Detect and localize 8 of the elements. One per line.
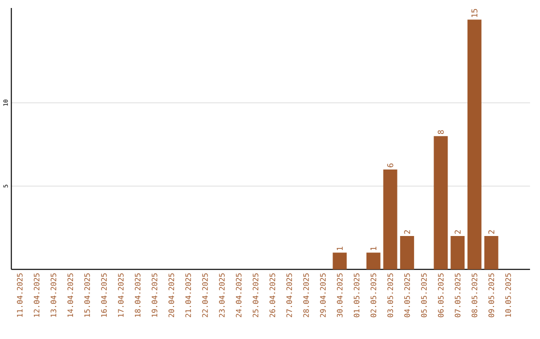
bar [434, 136, 448, 270]
bar [332, 252, 347, 270]
bar [400, 236, 414, 270]
bar [484, 236, 498, 270]
bar [450, 236, 465, 270]
bar [467, 20, 482, 270]
bar [383, 169, 398, 270]
bar [366, 252, 380, 270]
